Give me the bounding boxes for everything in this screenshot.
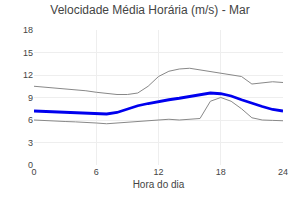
svg-text:9: 9 bbox=[28, 93, 33, 103]
svg-text:24: 24 bbox=[278, 167, 288, 177]
svg-text:12: 12 bbox=[23, 70, 33, 80]
svg-text:12: 12 bbox=[153, 167, 163, 177]
svg-text:Velocidade Média Horária (m/s): Velocidade Média Horária (m/s) - Mar bbox=[50, 3, 249, 17]
svg-text:15: 15 bbox=[23, 48, 33, 58]
svg-text:0: 0 bbox=[28, 160, 33, 170]
svg-text:6: 6 bbox=[28, 115, 33, 125]
svg-text:18: 18 bbox=[216, 167, 226, 177]
svg-text:Hora do dia: Hora do dia bbox=[133, 179, 185, 190]
svg-text:6: 6 bbox=[94, 167, 99, 177]
svg-text:3: 3 bbox=[28, 138, 33, 148]
svg-text:0: 0 bbox=[31, 167, 36, 177]
svg-text:18: 18 bbox=[23, 25, 33, 35]
